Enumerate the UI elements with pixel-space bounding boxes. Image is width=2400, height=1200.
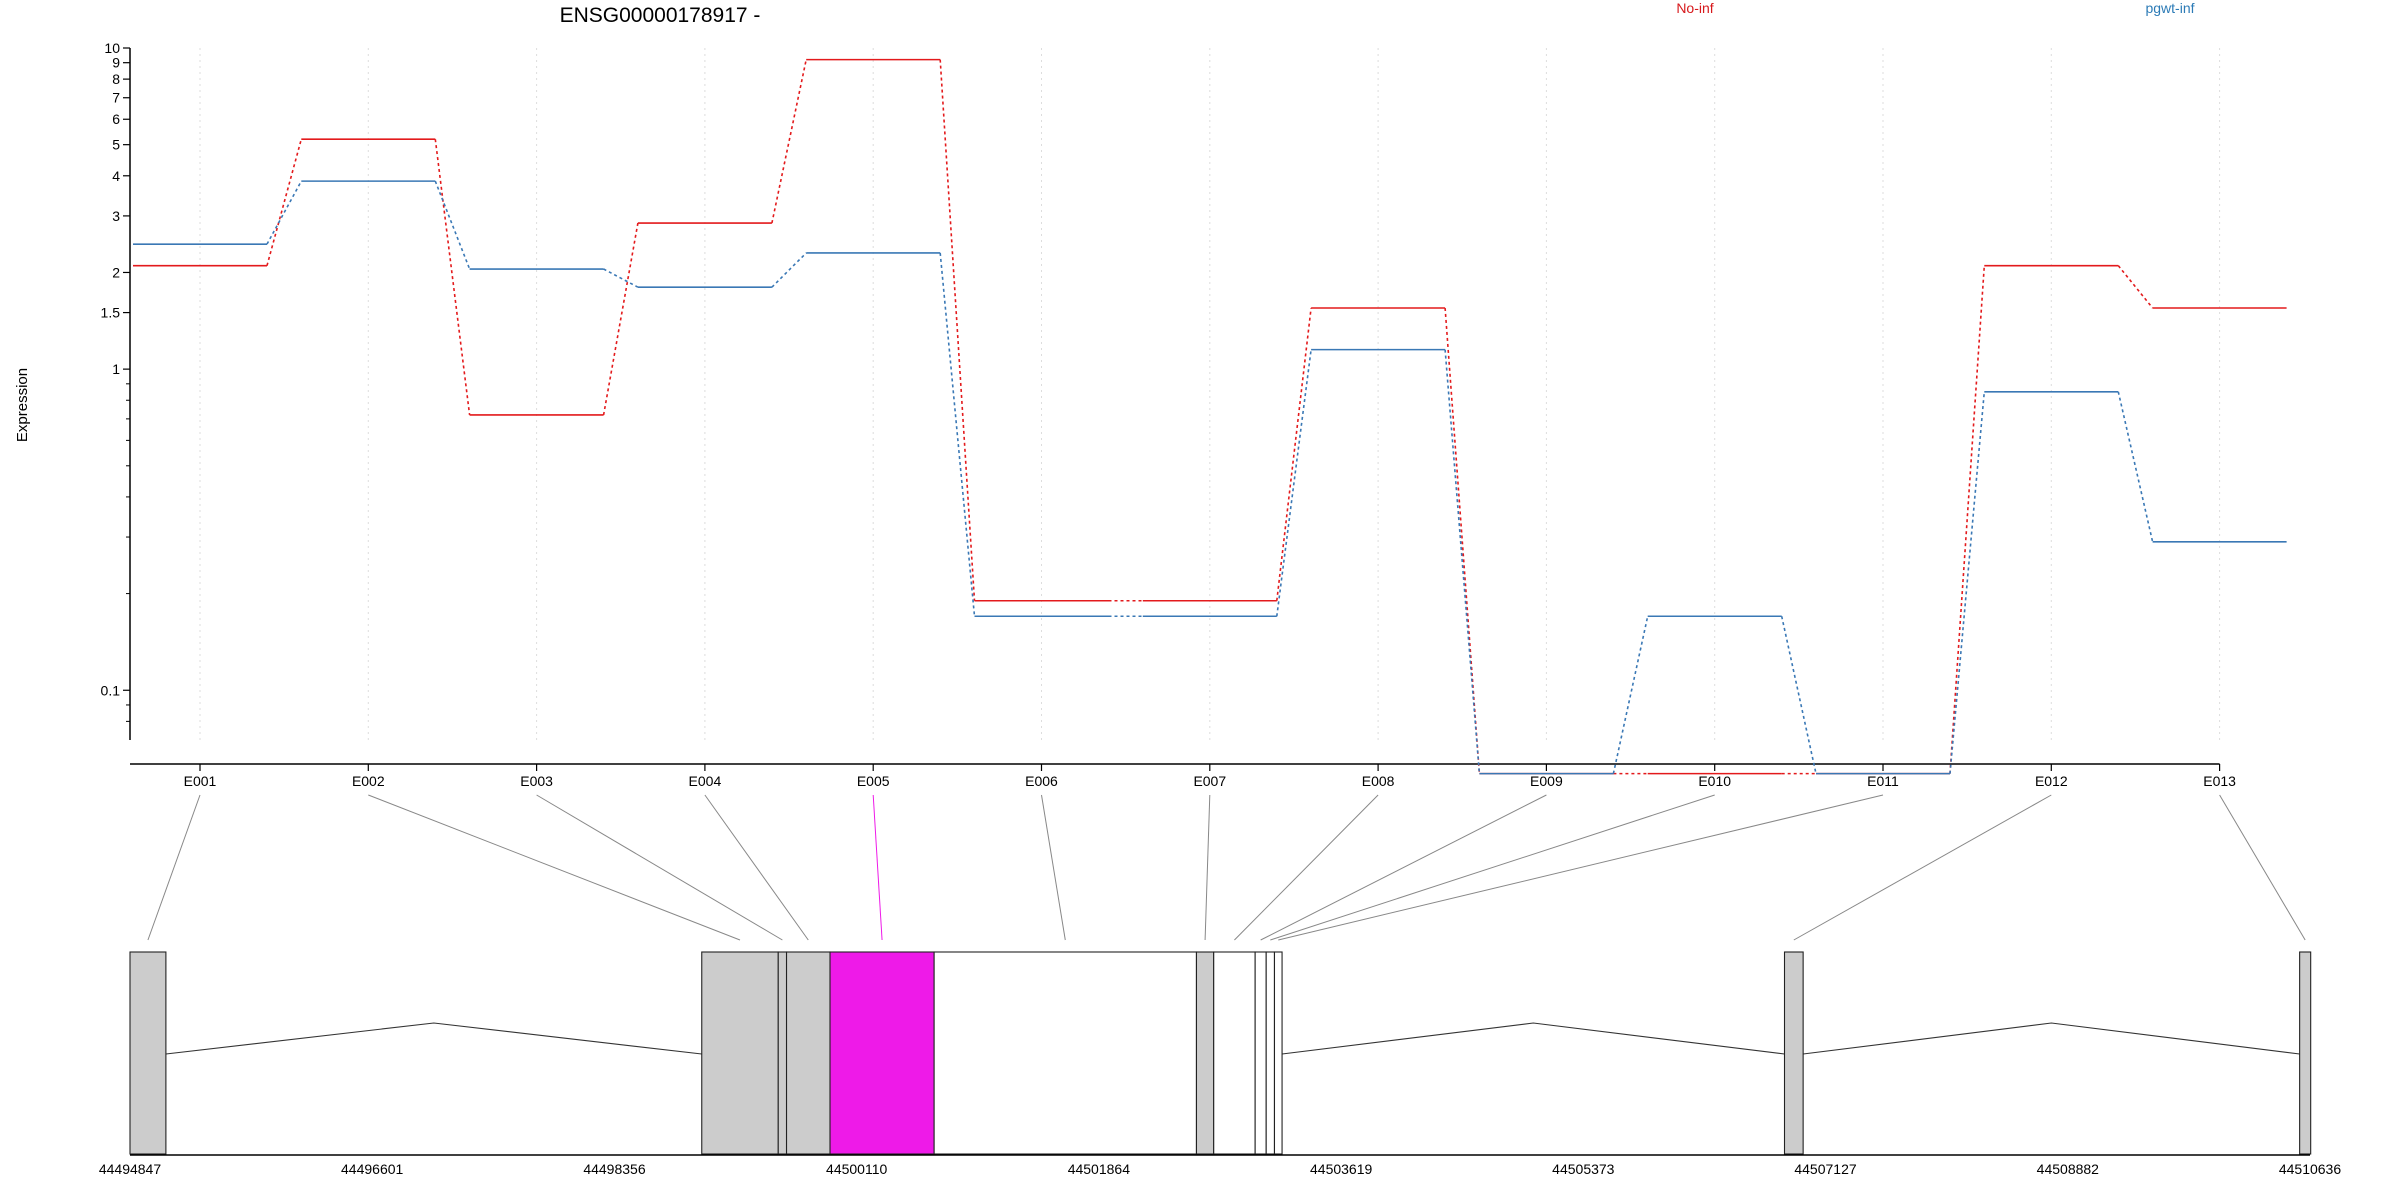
x-tick-label-e004: E004	[689, 773, 722, 789]
connector-e001	[147, 794, 201, 941]
grid-lines	[199, 48, 2221, 740]
transition-no-inf	[1949, 265, 1986, 774]
x-tick-label-e005: E005	[857, 773, 890, 789]
legend-no-inf: No-inf	[1676, 0, 1713, 16]
x-tick-label-e002: E002	[352, 773, 385, 789]
transition-no-inf	[602, 222, 639, 416]
y-tick-label: 9	[112, 55, 120, 71]
exon-box-e005	[829, 951, 935, 1155]
series-no-inf	[133, 58, 2287, 775]
transition-pgwt-inf	[603, 268, 639, 288]
intron-line	[1281, 1022, 1785, 1055]
exon-box-e009	[1254, 951, 1267, 1155]
transition-pgwt-inf	[1612, 616, 1649, 774]
connector-e011	[1278, 794, 1884, 941]
transition-pgwt-inf	[1780, 616, 1817, 774]
exon-box-e006	[933, 951, 1198, 1155]
y-tick-label: 1.5	[101, 305, 121, 321]
connector-e002	[368, 794, 741, 941]
y-tick-label: 6	[112, 111, 120, 127]
connector-e012	[1793, 794, 2052, 941]
y-tick-label: 7	[112, 90, 120, 106]
exon-box-e001	[129, 951, 167, 1155]
y-tick-label: 2	[112, 264, 120, 280]
genome-tick-label: 44505373	[1552, 1161, 1615, 1177]
transition-pgwt-inf	[771, 252, 807, 288]
x-tick-label-e008: E008	[1362, 773, 1395, 789]
y-axis-label: Expression	[14, 368, 31, 442]
genome-tick-label: 44508882	[2037, 1161, 2100, 1177]
gene-model	[129, 951, 2312, 1155]
transition-pgwt-inf	[2117, 391, 2154, 542]
x-tick-label-e012: E012	[2035, 773, 2068, 789]
y-tick-label: 3	[112, 208, 120, 224]
intron-line	[165, 1022, 702, 1055]
transition-no-inf	[771, 59, 807, 224]
genome-tick-label: 44510636	[2279, 1161, 2342, 1177]
x-tick-label-e013: E013	[2203, 773, 2236, 789]
exon-box-e012	[1783, 951, 1804, 1155]
exon-box-e011	[1273, 951, 1283, 1155]
exon-box-e003	[777, 951, 788, 1155]
connector-e010	[1270, 794, 1715, 941]
genome-tick-label: 44496601	[341, 1161, 404, 1177]
transition-pgwt-inf	[266, 180, 303, 245]
x-tick-label-e011: E011	[1867, 773, 1899, 789]
y-tick-label: 5	[112, 137, 120, 153]
connector-e005	[872, 794, 883, 941]
x-axis: E001 E002 E003 E004 E005 E006 E007 E008 E009 E010…	[130, 763, 2236, 789]
connector-e007	[1204, 794, 1211, 941]
transition-pgwt-inf	[939, 252, 976, 617]
genome-tick-label: 44498356	[583, 1161, 646, 1177]
intron-line	[1803, 1022, 2300, 1055]
exon-box-e007	[1195, 951, 1215, 1155]
exon-box-e010	[1265, 951, 1276, 1155]
series-layer	[133, 58, 2287, 775]
connector-e013	[2219, 794, 2306, 941]
transition-no-inf	[434, 139, 471, 416]
transition-pgwt-inf	[434, 180, 471, 270]
legend-pgwt-inf: pgwt-inf	[2145, 0, 2194, 16]
genome-tick-label: 44494847	[99, 1161, 162, 1177]
exon-box-e013	[2299, 951, 2312, 1155]
connector-e008	[1234, 794, 1379, 941]
transition-no-inf	[1276, 307, 1312, 601]
connector-e009	[1260, 794, 1547, 941]
genome-tick-label: 44507127	[1794, 1161, 1857, 1177]
exon-box-e002	[701, 951, 779, 1155]
transition-pgwt-inf	[1949, 391, 1986, 774]
connector-e006	[1041, 794, 1066, 941]
exon-box-e004	[785, 951, 831, 1155]
exon-box-e008	[1213, 951, 1256, 1155]
transition-no-inf	[266, 138, 303, 266]
x-tick-label-e001: E001	[184, 773, 217, 789]
genome-tick-label: 44500110	[826, 1161, 887, 1177]
transition-no-inf	[939, 59, 976, 601]
exon-connectors	[147, 794, 2306, 941]
genome-axis: 44494847 44496601 44498356 44500110 44501864…	[99, 1154, 2342, 1177]
y-tick-label: 0.1	[101, 682, 121, 698]
transition-no-inf	[2117, 265, 2154, 309]
x-tick-label-e003: E003	[520, 773, 553, 789]
genome-tick-label: 44503619	[1310, 1161, 1373, 1177]
y-tick-label: 8	[112, 71, 120, 87]
chart-title: ENSG00000178917 -	[560, 4, 761, 27]
x-tick-label-e009: E009	[1530, 773, 1563, 789]
transition-pgwt-inf	[1276, 349, 1312, 617]
transition-pgwt-inf	[1444, 349, 1481, 774]
y-tick-label: 1	[112, 361, 120, 377]
connector-e003	[536, 794, 783, 941]
x-tick-label-e006: E006	[1025, 773, 1058, 789]
x-tick-label-e007: E007	[1193, 773, 1226, 789]
y-tick-label: 10	[104, 40, 120, 56]
connector-e004	[704, 794, 809, 941]
genome-tick-label: 44501864	[1068, 1161, 1131, 1177]
x-tick-label-e010: E010	[1698, 773, 1731, 789]
y-tick-label: 4	[112, 168, 120, 184]
series-pgwt-inf	[133, 180, 2287, 775]
